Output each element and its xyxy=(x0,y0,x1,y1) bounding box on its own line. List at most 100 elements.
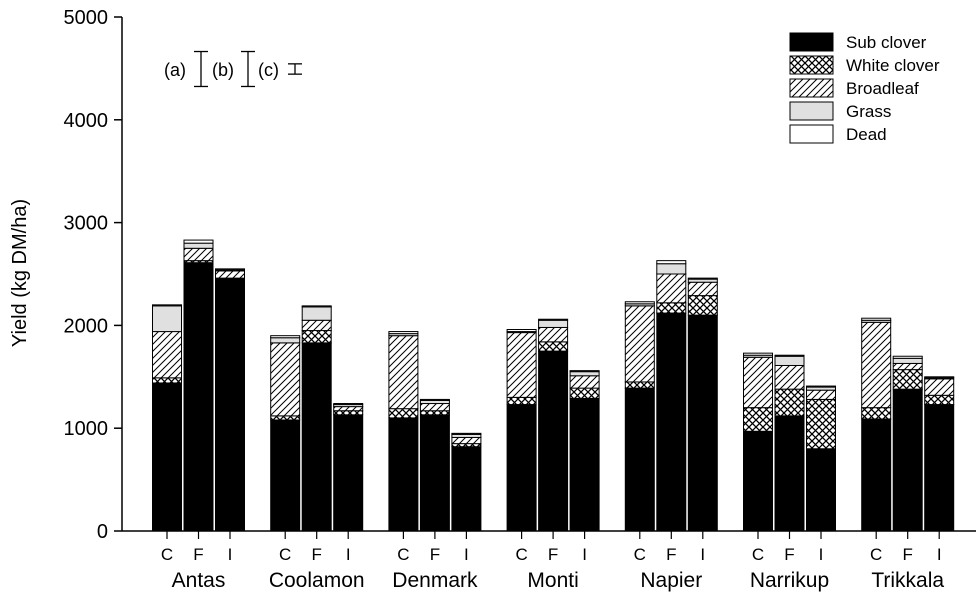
bar-segment-broadleaf xyxy=(538,326,569,343)
bar-segment-broadleaf xyxy=(624,305,655,383)
legend-label: Grass xyxy=(846,102,891,121)
bar-segment-white-clover xyxy=(538,341,569,352)
bar-segment-broadleaf xyxy=(924,378,955,396)
bar-segment-broadleaf xyxy=(569,375,600,389)
bar-segment-broadleaf xyxy=(506,332,537,398)
bar-segment-sub-clover xyxy=(774,415,805,532)
bar-segment-white-clover xyxy=(656,302,687,314)
bar-segment-white-clover xyxy=(687,295,718,316)
legend-swatch xyxy=(789,124,834,144)
bar-segment-sub-clover xyxy=(538,350,569,532)
x-subcategory-label: I xyxy=(937,545,942,564)
bar-segment-broadleaf xyxy=(892,362,923,371)
x-subcategory-label: C xyxy=(870,545,882,564)
x-subcategory-label: F xyxy=(430,545,440,564)
bar-segment-dead xyxy=(183,239,214,244)
bar-segment-white-clover xyxy=(388,408,419,419)
y-tick-label: 3000 xyxy=(64,213,109,235)
bar-segment-sub-clover xyxy=(861,418,892,532)
bar-segment-sub-clover xyxy=(215,278,245,532)
x-subcategory-label: C xyxy=(279,545,291,564)
bar-segment-broadleaf xyxy=(806,389,836,400)
x-subcategory-label: F xyxy=(784,545,794,564)
bar-segment-dead xyxy=(270,335,301,339)
bar-segment-sub-clover xyxy=(419,414,450,532)
error-bar-label: (a) xyxy=(164,60,186,80)
bar-segment-broadleaf xyxy=(656,273,687,304)
bar-segment-sub-clover xyxy=(301,342,332,532)
bar-segment-dead xyxy=(506,329,537,333)
bar-segment-sub-clover xyxy=(451,446,482,532)
x-group-label: Trikkala xyxy=(871,569,944,592)
x-subcategory-label: C xyxy=(397,545,409,564)
bar-segment-broadleaf xyxy=(183,247,214,262)
x-subcategory-label: I xyxy=(700,545,705,564)
bar-segment-broadleaf xyxy=(152,331,182,379)
x-subcategory-label: F xyxy=(903,545,913,564)
bar-segment-grass xyxy=(152,305,182,333)
x-subcategory-label: F xyxy=(312,545,322,564)
bar-segment-white-clover xyxy=(270,415,301,421)
bar-segment-white-clover xyxy=(506,396,537,406)
y-tick-label: 0 xyxy=(97,521,108,543)
x-group-label: Monti xyxy=(527,569,578,592)
bar-segment-dead xyxy=(806,385,836,388)
x-group-label: Antas xyxy=(172,569,226,592)
bar-segment-sub-clover xyxy=(270,419,301,532)
bar-segment-white-clover xyxy=(301,330,332,344)
legend-swatch xyxy=(789,78,834,98)
bar-segment-sub-clover xyxy=(152,382,182,532)
bar-segment-broadleaf xyxy=(451,436,482,445)
bar-segment-white-clover xyxy=(624,381,655,389)
bar-segment-dead xyxy=(774,354,805,357)
bar-segment-dead xyxy=(743,352,773,356)
y-tick-label: 2000 xyxy=(64,315,109,337)
x-group-label: Napier xyxy=(640,569,702,592)
bar-segment-dead xyxy=(656,260,687,265)
x-subcategory-label: F xyxy=(548,545,558,564)
bar-segment-dead xyxy=(152,304,182,307)
x-subcategory-label: I xyxy=(819,545,824,564)
y-tick-label: 4000 xyxy=(64,110,109,132)
bar-segment-dead xyxy=(861,317,892,321)
bar-segment-dead xyxy=(215,268,245,271)
bar-segment-dead xyxy=(687,277,718,280)
bar-segment-grass xyxy=(538,319,569,328)
bar-segment-white-clover xyxy=(806,398,836,450)
bar-segment-dead xyxy=(419,398,450,401)
y-tick-label: 1000 xyxy=(64,418,109,440)
x-subcategory-label: C xyxy=(161,545,173,564)
legend-label: White clover xyxy=(846,56,940,75)
bar-segment-white-clover xyxy=(861,407,892,420)
bar-segment-grass xyxy=(301,306,332,321)
error-bar-label: (b) xyxy=(212,60,234,80)
legend-label: Broadleaf xyxy=(846,79,919,98)
bar-segment-broadleaf xyxy=(774,364,805,390)
bar-segment-sub-clover xyxy=(743,430,773,532)
bar-segment-grass xyxy=(270,337,301,344)
x-subcategory-label: I xyxy=(346,545,351,564)
legend-label: Dead xyxy=(846,125,887,144)
bar-segment-broadleaf xyxy=(388,335,419,410)
bar-segment-sub-clover xyxy=(388,417,419,532)
bar-segment-broadleaf xyxy=(419,403,450,412)
bar-segment-dead xyxy=(301,305,332,308)
bar-segment-white-clover xyxy=(152,377,182,384)
bar-segment-white-clover xyxy=(419,410,450,416)
bar-segment-sub-clover xyxy=(924,404,955,532)
bar-segment-white-clover xyxy=(569,387,600,399)
legend-swatch xyxy=(789,101,834,121)
bar-segment-sub-clover xyxy=(687,314,718,532)
y-tick-label: 5000 xyxy=(64,7,109,29)
x-subcategory-label: C xyxy=(752,545,764,564)
x-subcategory-label: F xyxy=(666,545,676,564)
x-subcategory-label: F xyxy=(193,545,203,564)
bar-segment-white-clover xyxy=(743,407,773,432)
bar-segment-dead xyxy=(388,331,419,335)
x-subcategory-label: I xyxy=(464,545,469,564)
bar-segment-broadleaf xyxy=(333,406,364,412)
legend-swatch xyxy=(789,55,834,75)
bar-segment-broadleaf xyxy=(215,270,245,279)
